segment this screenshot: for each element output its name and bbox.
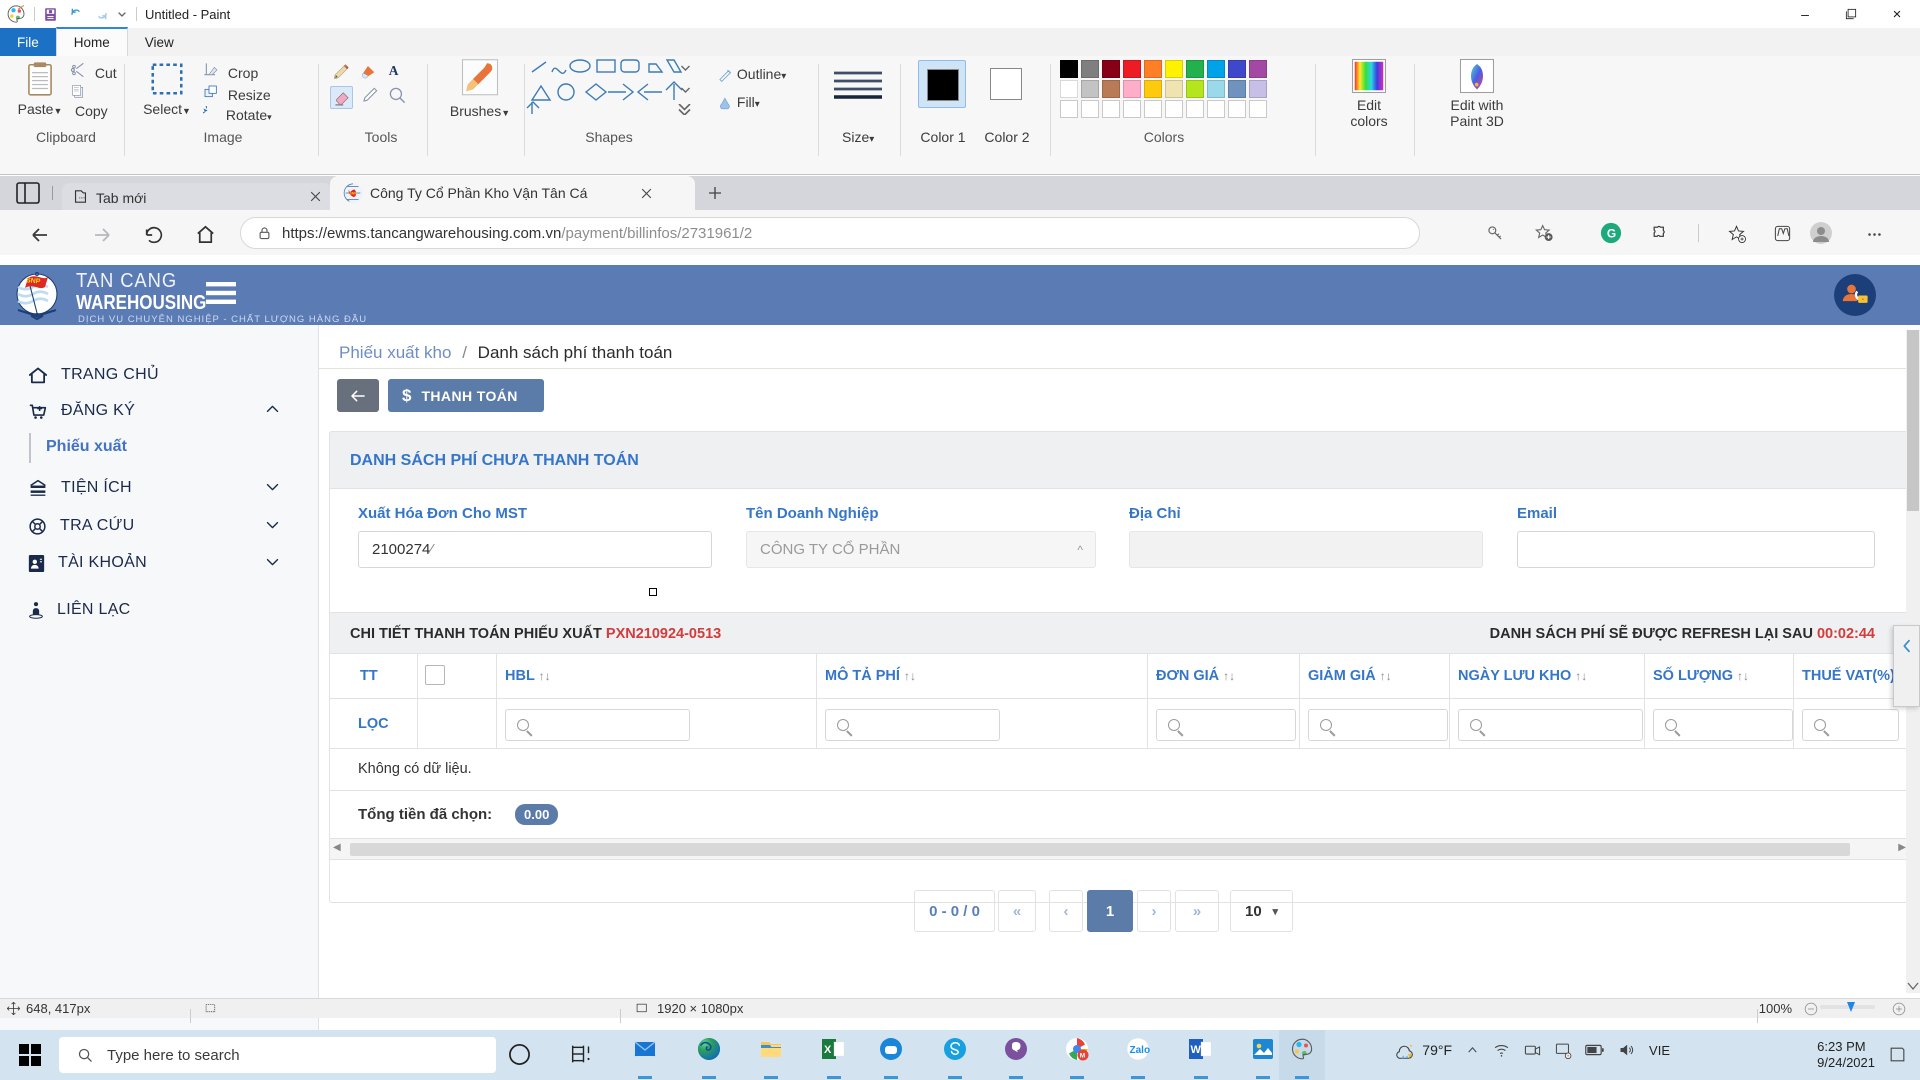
svg-text:G: G	[1607, 227, 1616, 241]
svg-text:X: X	[824, 1044, 832, 1056]
svg-text:W: W	[1191, 1044, 1202, 1056]
svg-text:Zalo: Zalo	[1130, 1045, 1151, 1056]
svg-text:A: A	[389, 63, 399, 78]
svg-text:SNP: SNP	[349, 191, 357, 195]
svg-text:M: M	[1080, 1052, 1085, 1059]
